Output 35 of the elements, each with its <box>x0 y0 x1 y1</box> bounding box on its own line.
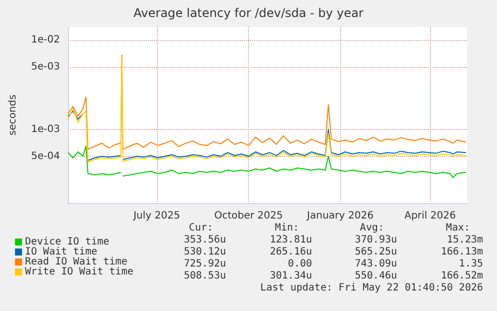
text: 1.35 <box>458 258 484 270</box>
text: 123.81u <box>270 234 312 246</box>
text: 353.56u <box>184 234 226 246</box>
text: 166.13m <box>440 246 484 258</box>
text: 725.92u <box>184 258 226 270</box>
x-tick-label: October 2025 <box>214 210 283 222</box>
y-tick-label: 1e-02 <box>31 34 60 46</box>
text: 0.00 <box>288 258 312 270</box>
text: Min: <box>274 222 300 234</box>
text: 265.16u <box>270 246 312 258</box>
text: 550.46u <box>354 270 398 282</box>
x-tick-label: January 2026 <box>306 210 374 222</box>
text: 370.93u <box>354 234 398 246</box>
legend-label: Write IO Wait time <box>25 266 134 278</box>
text: 15.23m <box>446 234 483 246</box>
text: 508.53u <box>184 270 226 282</box>
y-tick-label: 5e-03 <box>31 61 60 72</box>
legend-label: Device IO time <box>25 236 110 248</box>
y-tick-label: 5e-04 <box>31 150 60 162</box>
text: 743.09u <box>354 258 398 270</box>
x-tick-label: July 2025 <box>132 210 180 222</box>
chart-title: Average latency for /dev/sda - by year <box>134 6 364 20</box>
text: Max: <box>446 222 470 234</box>
legend-label: IO Wait time <box>25 246 98 258</box>
y-tick-label: 1e-03 <box>31 124 60 135</box>
text: 530.12u <box>184 246 226 258</box>
text: 301.34u <box>270 270 312 282</box>
text: Last update: Fri May 22 01:40:50 2026 <box>260 282 484 294</box>
legend-label: Read IO Wait time <box>25 256 128 268</box>
y-axis-title: seconds <box>8 94 18 136</box>
text: 166.52m <box>440 270 484 282</box>
text: Cur: <box>188 222 214 234</box>
text: 565.25u <box>354 246 398 258</box>
x-tick-label: April 2026 <box>404 210 456 222</box>
text: Avg: <box>360 222 384 234</box>
